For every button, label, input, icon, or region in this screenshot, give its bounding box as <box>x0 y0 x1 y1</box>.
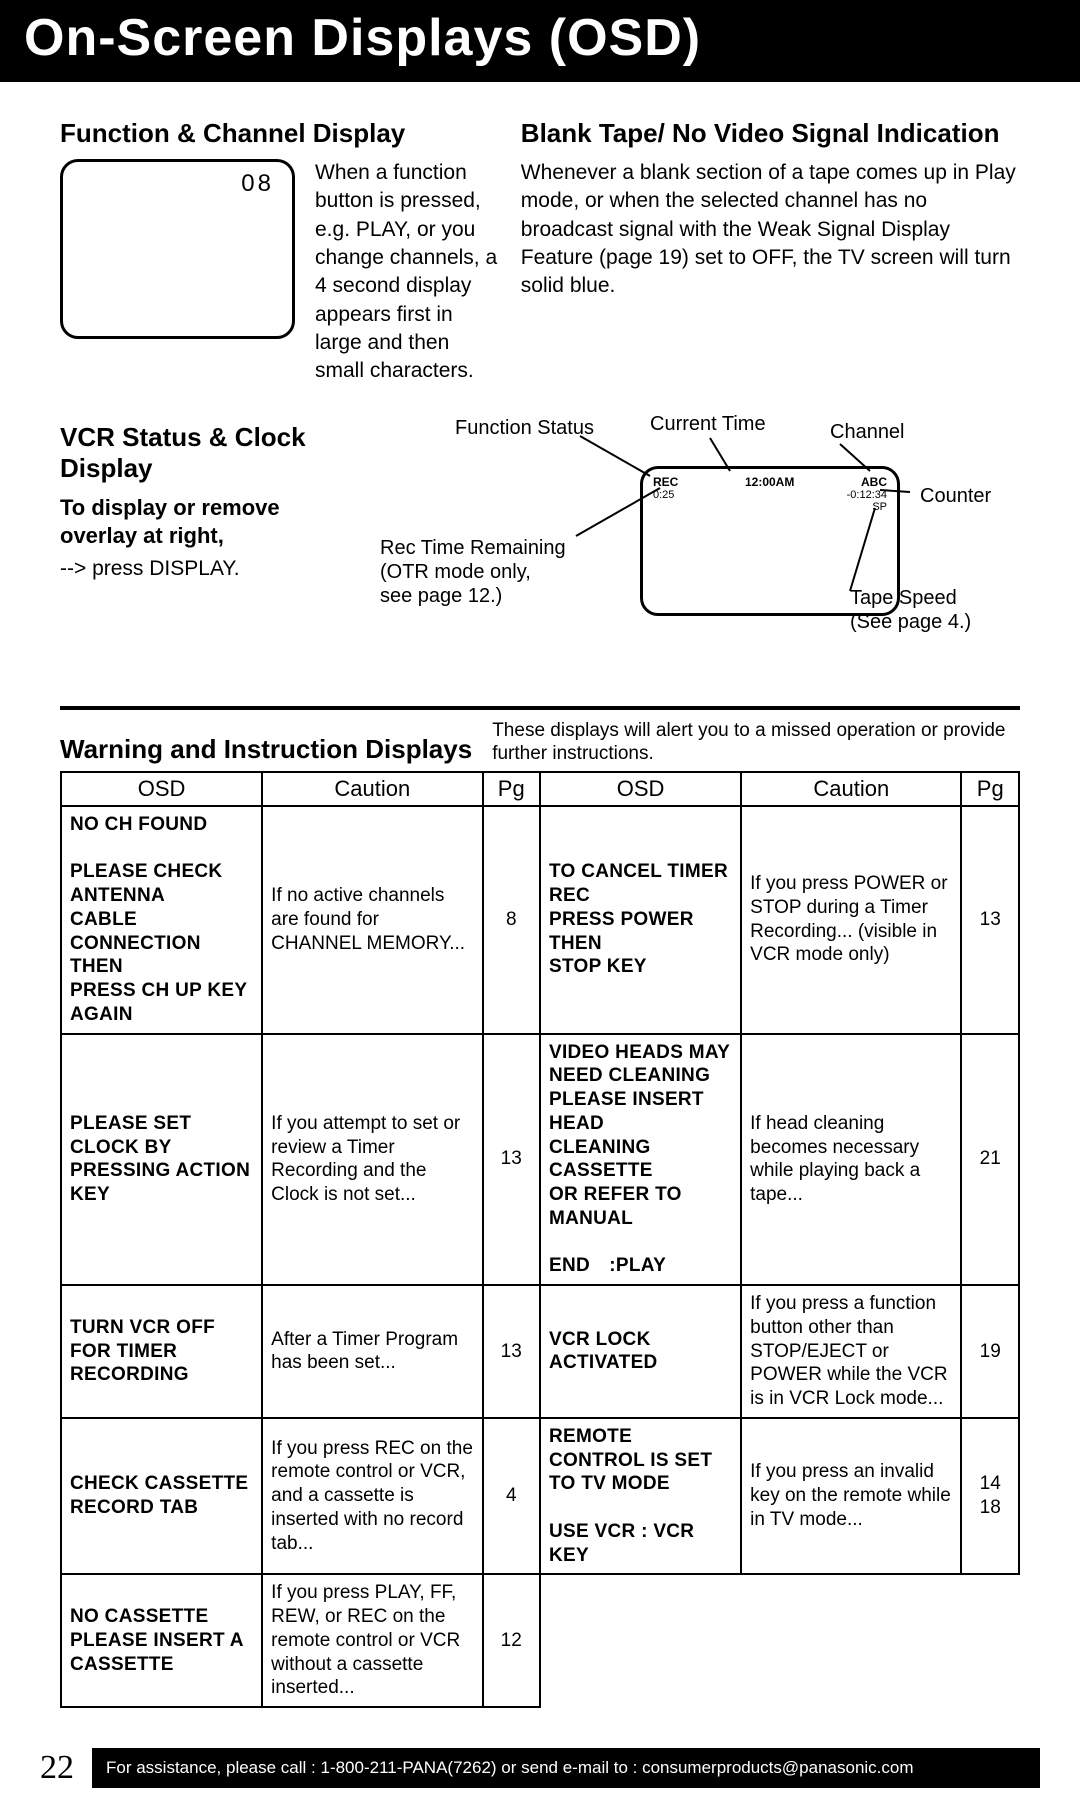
page-title-bar: On-Screen Displays (OSD) <box>0 0 1080 82</box>
blank-tape-body: Whenever a blank section of a tape comes… <box>521 159 1020 301</box>
table-row: NO CH FOUND PLEASE CHECK ANTENNA CABLE C… <box>61 806 1019 1034</box>
channel-screen-box: 08 <box>60 159 295 339</box>
osd-cell: PLEASE SET CLOCK BY PRESSING ACTION KEY <box>61 1034 262 1286</box>
status-screen-row1: REC 12:00AM ABC <box>653 475 887 489</box>
pg-cell: 13 <box>483 1285 540 1418</box>
col-vcr-status: VCR Status & Clock Display To display or… <box>60 406 350 676</box>
osd-cell: CHECK CASSETTE RECORD TAB <box>61 1418 262 1575</box>
caution-cell: If you press POWER or STOP during a Time… <box>741 806 961 1034</box>
warnings-table: OSD Caution Pg OSD Caution Pg NO CH FOUN… <box>60 771 1020 1708</box>
osd-cell: VIDEO HEADS MAY NEED CLEANING PLEASE INS… <box>540 1034 741 1286</box>
heading-blank-tape: Blank Tape/ No Video Signal Indication <box>521 118 1020 149</box>
col-function-channel: Function & Channel Display 08 When a fun… <box>60 102 521 386</box>
vcr-status-body: --> press DISPLAY. <box>60 555 350 583</box>
osd-cell: NO CH FOUND PLEASE CHECK ANTENNA CABLE C… <box>61 806 262 1034</box>
caution-cell: If you attempt to set or review a Timer … <box>262 1034 482 1286</box>
label-counter: Counter <box>920 484 991 508</box>
status-row: VCR Status & Clock Display To display or… <box>60 406 1020 676</box>
caution-cell: If you press PLAY, FF, REW, or REC on th… <box>262 1574 482 1707</box>
page-title: On-Screen Displays (OSD) <box>24 9 701 67</box>
table-row: CHECK CASSETTE RECORD TABIf you press RE… <box>61 1418 1019 1575</box>
screen-rec-time: 0:25 <box>653 489 674 501</box>
screen-ch: ABC <box>861 475 887 489</box>
pg-cell: 14 18 <box>961 1418 1019 1575</box>
table-row: NO CASSETTE PLEASE INSERT A CASSETTEIf y… <box>61 1574 1019 1707</box>
label-channel: Channel <box>830 420 905 444</box>
pg-cell: 4 <box>483 1418 540 1575</box>
osd-cell <box>540 1574 741 1707</box>
screen-clock: 12:00AM <box>745 475 794 489</box>
osd-cell: VCR LOCK ACTIVATED <box>540 1285 741 1418</box>
caution-cell: If no active channels are found for CHAN… <box>262 806 482 1034</box>
heading-vcr-status: VCR Status & Clock Display <box>60 422 350 484</box>
osd-cell: REMOTE CONTROL IS SET TO TV MODE USE VCR… <box>540 1418 741 1575</box>
th-osd-1: OSD <box>61 772 262 806</box>
pg-cell: 8 <box>483 806 540 1034</box>
pg-cell: 19 <box>961 1285 1019 1418</box>
screen-rec: REC <box>653 475 678 489</box>
table-row: PLEASE SET CLOCK BY PRESSING ACTION KEYI… <box>61 1034 1019 1286</box>
col-blank-tape: Blank Tape/ No Video Signal Indication W… <box>521 102 1020 386</box>
label-rec-time: Rec Time Remaining (OTR mode only, see p… <box>380 536 566 608</box>
table-row: TURN VCR OFF FOR TIMER RECORDINGAfter a … <box>61 1285 1019 1418</box>
function-body: When a function button is pressed, e.g. … <box>315 159 501 386</box>
caution-cell: After a Timer Program has been set... <box>262 1285 482 1418</box>
page-number: 22 <box>40 1749 74 1787</box>
pg-cell: 12 <box>483 1574 540 1707</box>
th-pg-2: Pg <box>961 772 1019 806</box>
main-content: Function & Channel Display 08 When a fun… <box>0 82 1080 1718</box>
osd-cell: NO CASSETTE PLEASE INSERT A CASSETTE <box>61 1574 262 1707</box>
screen-speed: SP <box>872 501 887 513</box>
diagram: Function Status Current Time Channel Cou… <box>350 416 1020 676</box>
warnings-thead: OSD Caution Pg OSD Caution Pg <box>61 772 1019 806</box>
function-wrap: 08 When a function button is pressed, e.… <box>60 159 501 386</box>
top-row: Function & Channel Display 08 When a fun… <box>60 102 1020 386</box>
heading-warnings: Warning and Instruction Displays <box>60 734 472 765</box>
warnings-header-row: Warning and Instruction Displays These d… <box>60 720 1020 766</box>
label-current-time: Current Time <box>650 412 766 436</box>
th-osd-2: OSD <box>540 772 741 806</box>
osd-cell: TO CANCEL TIMER REC PRESS POWER THEN STO… <box>540 806 741 1034</box>
pg-cell <box>961 1574 1019 1707</box>
warnings-note: These displays will alert you to a misse… <box>492 720 1020 766</box>
screen-counter: -0:12:34 <box>847 489 887 501</box>
caution-cell: If you press REC on the remote control o… <box>262 1418 482 1575</box>
pg-cell: 21 <box>961 1034 1019 1286</box>
pg-cell: 13 <box>483 1034 540 1286</box>
caution-cell: If you press an invalid key on the remot… <box>741 1418 961 1575</box>
status-screen-row2: 0:25 -0:12:34 SP <box>653 489 887 513</box>
channel-value: 08 <box>241 170 274 197</box>
separator <box>60 706 1020 710</box>
heading-function-channel: Function & Channel Display <box>60 118 501 149</box>
osd-cell: TURN VCR OFF FOR TIMER RECORDING <box>61 1285 262 1418</box>
th-pg-1: Pg <box>483 772 540 806</box>
label-function-status: Function Status <box>455 416 594 440</box>
pg-cell: 13 <box>961 806 1019 1034</box>
footer-bar: For assistance, please call : 1-800-211-… <box>92 1748 1040 1788</box>
diagram-col: Function Status Current Time Channel Cou… <box>350 406 1020 676</box>
th-caution-1: Caution <box>262 772 482 806</box>
caution-cell: If you press a function button other tha… <box>741 1285 961 1418</box>
footer: 22 For assistance, please call : 1-800-2… <box>40 1748 1040 1788</box>
status-screen-box: REC 12:00AM ABC 0:25 -0:12:34 SP <box>640 466 900 616</box>
caution-cell: If head cleaning becomes necessary while… <box>741 1034 961 1286</box>
warnings-tbody: NO CH FOUND PLEASE CHECK ANTENNA CABLE C… <box>61 806 1019 1707</box>
caution-cell <box>741 1574 961 1707</box>
th-caution-2: Caution <box>741 772 961 806</box>
vcr-status-sub: To display or remove overlay at right, <box>60 494 350 551</box>
